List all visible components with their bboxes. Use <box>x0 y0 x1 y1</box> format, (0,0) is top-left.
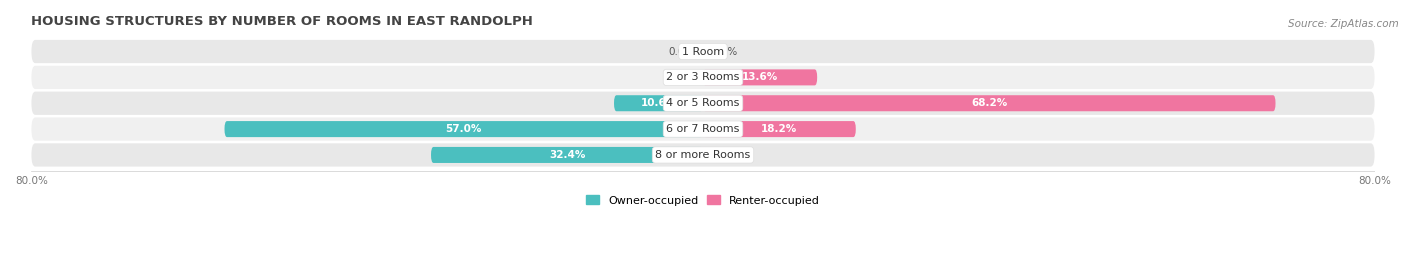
Text: Source: ZipAtlas.com: Source: ZipAtlas.com <box>1288 19 1399 29</box>
Text: 0.0%: 0.0% <box>668 47 695 56</box>
FancyBboxPatch shape <box>31 118 1375 141</box>
FancyBboxPatch shape <box>432 147 703 163</box>
FancyBboxPatch shape <box>225 121 703 137</box>
FancyBboxPatch shape <box>703 69 817 85</box>
Text: 1 Room: 1 Room <box>682 47 724 56</box>
Text: 57.0%: 57.0% <box>446 124 482 134</box>
Text: 4 or 5 Rooms: 4 or 5 Rooms <box>666 98 740 108</box>
Text: 10.6%: 10.6% <box>640 98 676 108</box>
Text: 68.2%: 68.2% <box>972 98 1007 108</box>
FancyBboxPatch shape <box>703 95 1275 111</box>
FancyBboxPatch shape <box>31 40 1375 63</box>
Text: 8 or more Rooms: 8 or more Rooms <box>655 150 751 160</box>
Text: 0.0%: 0.0% <box>711 150 738 160</box>
FancyBboxPatch shape <box>703 121 856 137</box>
Text: 0.0%: 0.0% <box>668 72 695 82</box>
FancyBboxPatch shape <box>614 95 703 111</box>
Legend: Owner-occupied, Renter-occupied: Owner-occupied, Renter-occupied <box>581 191 825 210</box>
FancyBboxPatch shape <box>31 66 1375 89</box>
Text: 2 or 3 Rooms: 2 or 3 Rooms <box>666 72 740 82</box>
Text: 18.2%: 18.2% <box>761 124 797 134</box>
FancyBboxPatch shape <box>31 143 1375 167</box>
Text: 13.6%: 13.6% <box>742 72 778 82</box>
FancyBboxPatch shape <box>31 92 1375 115</box>
Text: 0.0%: 0.0% <box>711 47 738 56</box>
Text: HOUSING STRUCTURES BY NUMBER OF ROOMS IN EAST RANDOLPH: HOUSING STRUCTURES BY NUMBER OF ROOMS IN… <box>31 15 533 28</box>
Text: 32.4%: 32.4% <box>548 150 585 160</box>
Text: 6 or 7 Rooms: 6 or 7 Rooms <box>666 124 740 134</box>
